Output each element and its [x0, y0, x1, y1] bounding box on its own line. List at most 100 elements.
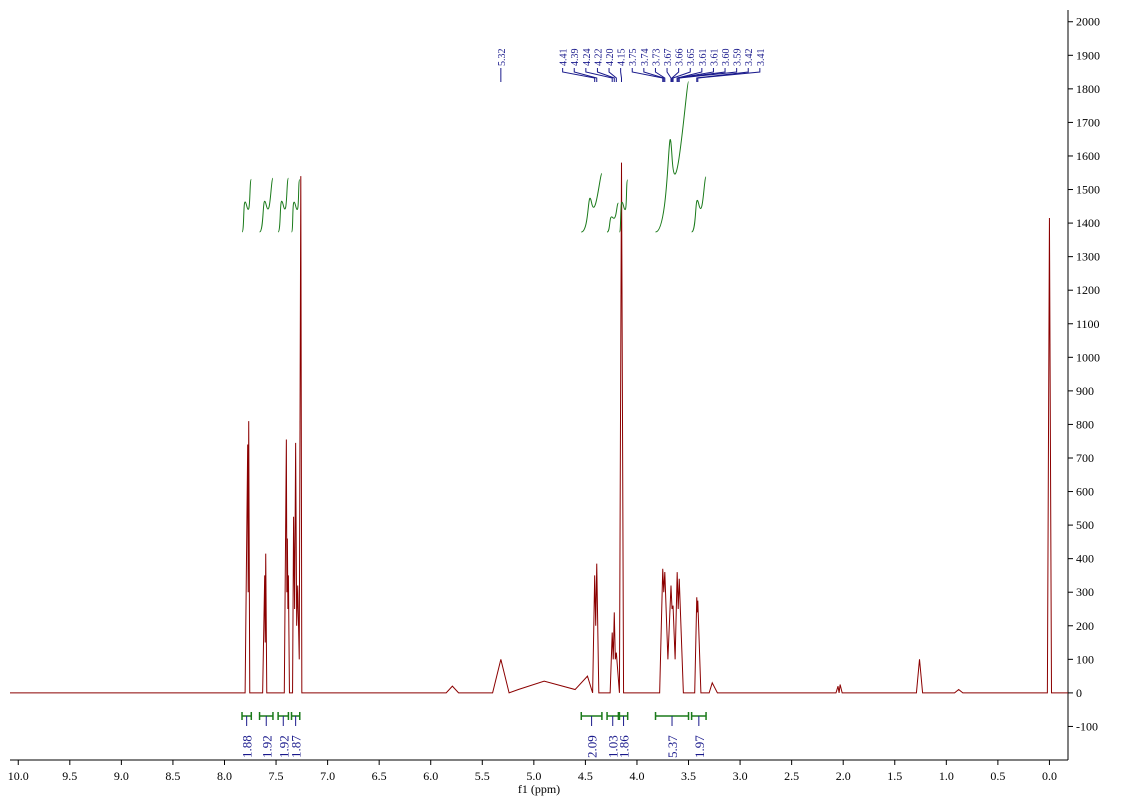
peak-connector	[608, 68, 617, 82]
integral-curve	[241, 178, 252, 233]
y-tick-label: 200	[1076, 619, 1094, 633]
y-tick-label: 1700	[1076, 115, 1100, 129]
x-tick-label: 4.5	[578, 769, 593, 783]
peak-label: 3.73	[651, 49, 662, 67]
peak-connector	[585, 68, 613, 82]
x-tick-label: 7.5	[269, 769, 284, 783]
peak-label: 3.74	[640, 49, 651, 67]
peak-connector	[654, 68, 666, 82]
spectrum-line	[10, 162, 1068, 694]
y-tick-label: 100	[1076, 652, 1094, 666]
integral-curve	[259, 177, 274, 233]
x-tick-label: 1.5	[887, 769, 902, 783]
peak-connector	[643, 68, 665, 82]
x-tick-label: 8.0	[217, 769, 232, 783]
x-tick-label: 3.5	[681, 769, 696, 783]
x-tick-label: 6.0	[423, 769, 438, 783]
peak-label: 3.61	[698, 49, 709, 67]
peak-label: 4.41	[559, 49, 570, 67]
peak-connector	[596, 68, 615, 82]
x-tick-label: 0.0	[1042, 769, 1057, 783]
peak-connector	[678, 68, 738, 82]
peak-label: 3.42	[744, 49, 755, 67]
peak-label: 3.59	[733, 49, 744, 67]
peak-label: 3.65	[686, 49, 697, 67]
x-tick-label: 2.5	[784, 769, 799, 783]
integral-label: 1.86	[617, 735, 632, 758]
peak-connector	[573, 68, 598, 82]
peak-connector	[697, 68, 761, 82]
x-tick-label: 5.5	[475, 769, 490, 783]
x-tick-label: 1.0	[939, 769, 954, 783]
peak-label: 4.15	[617, 49, 628, 67]
x-tick-label: 5.0	[526, 769, 541, 783]
peak-connector	[631, 68, 664, 82]
y-tick-label: 1500	[1076, 183, 1100, 197]
y-tick-label: 1900	[1076, 48, 1100, 62]
peak-connector	[676, 68, 714, 82]
integral-label: 5.37	[665, 735, 680, 758]
integral-curve	[691, 176, 707, 233]
peak-label: 3.66	[675, 49, 686, 67]
y-tick-label: 400	[1076, 552, 1094, 566]
integral-label: 1.92	[259, 735, 274, 758]
peak-connector	[620, 68, 622, 82]
peak-label: 4.22	[593, 49, 604, 67]
y-tick-label: 1800	[1076, 82, 1100, 96]
integral-label: 1.88	[240, 735, 255, 758]
y-tick-label: 2000	[1076, 15, 1100, 29]
peak-label: 5.32	[497, 49, 508, 67]
peak-label: 4.39	[570, 49, 581, 67]
integral-curve	[277, 177, 289, 233]
integral-curve	[581, 172, 603, 233]
peak-connector	[562, 68, 596, 82]
x-tick-label: 7.0	[320, 769, 335, 783]
peak-connector	[666, 68, 672, 82]
integral-curve	[655, 81, 690, 233]
y-tick-label: 0	[1076, 686, 1082, 700]
y-tick-label: 300	[1076, 585, 1094, 599]
peak-label: 3.61	[709, 49, 720, 67]
peak-connector	[672, 68, 691, 82]
y-tick-label: 1400	[1076, 216, 1100, 230]
x-tick-label: 2.0	[836, 769, 851, 783]
x-tick-label: 3.0	[733, 769, 748, 783]
y-tick-label: 500	[1076, 518, 1094, 532]
peak-label: 3.67	[663, 49, 674, 67]
y-tick-label: 1600	[1076, 149, 1100, 163]
integral-label: 1.97	[692, 735, 707, 758]
x-tick-label: 9.0	[114, 769, 129, 783]
integral-label: 1.03	[606, 735, 621, 758]
y-tick-label: 700	[1076, 451, 1094, 465]
peak-connector	[696, 68, 749, 82]
y-tick-label: 1200	[1076, 283, 1100, 297]
integral-curve	[606, 202, 619, 233]
y-tick-label: 800	[1076, 417, 1094, 431]
y-tick-label: 1000	[1076, 350, 1100, 364]
peak-label: 3.75	[628, 49, 639, 67]
peak-label: 3.41	[756, 49, 767, 67]
y-tick-label: -100	[1076, 719, 1098, 733]
y-tick-label: 1100	[1076, 317, 1100, 331]
y-tick-label: 600	[1076, 485, 1094, 499]
integral-curve	[618, 179, 629, 233]
x-tick-label: 8.5	[165, 769, 180, 783]
integral-label: 2.09	[585, 735, 600, 758]
peak-connector	[671, 68, 680, 82]
integral-label: 1.92	[276, 735, 291, 758]
x-tick-label: 4.0	[629, 769, 644, 783]
x-tick-label: 9.5	[62, 769, 77, 783]
peak-label: 4.24	[582, 49, 593, 67]
x-tick-label: 10.0	[8, 769, 29, 783]
x-axis-label: f1 (ppm)	[518, 782, 560, 796]
integral-curve	[291, 179, 301, 233]
peak-connector	[677, 68, 726, 82]
y-tick-label: 1300	[1076, 250, 1100, 264]
x-tick-label: 0.5	[990, 769, 1005, 783]
y-tick-label: 900	[1076, 384, 1094, 398]
integral-label: 1.87	[289, 735, 304, 758]
peak-label: 4.20	[605, 49, 616, 67]
x-tick-label: 6.5	[372, 769, 387, 783]
peak-label: 3.60	[721, 49, 732, 67]
